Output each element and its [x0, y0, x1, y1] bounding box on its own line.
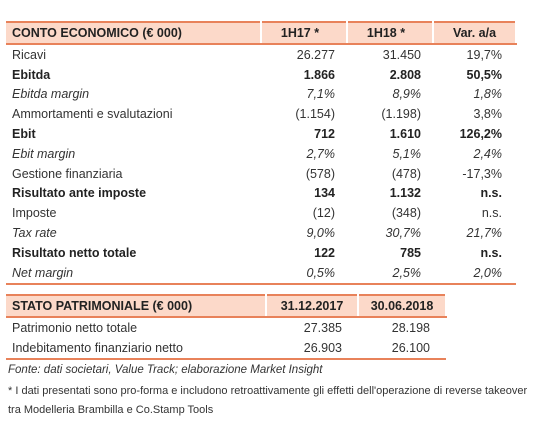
table-row: Gestione finanziaria (578) (478) -17,3%: [6, 164, 516, 184]
value-cell: 126,2%: [459, 127, 502, 142]
header-row: CONTO ECONOMICO (€ 000) 1H17 * 1H18 * Var. …: [6, 21, 517, 45]
value-cell: (348): [391, 206, 421, 221]
value-cell: 122: [314, 245, 335, 260]
label-cell: Patrimonio netto totale: [12, 320, 138, 335]
header-cell: CONTO ECONOMICO (€ 000): [6, 21, 262, 45]
header-cell: 1H17 *: [261, 21, 348, 45]
table-row: Ebitda 1.866 2.808 50,5%: [6, 65, 516, 85]
value-cell: 1.132: [389, 186, 421, 201]
table-row: Risultato netto totale 122 785 n.s.: [6, 243, 516, 263]
label-cell: Ricavi: [12, 47, 47, 62]
header-cell: STATO PATRIMONIALE (€ 000): [6, 294, 267, 318]
table-row: Ebitda margin 7,1% 8,9% 1,8%: [6, 85, 516, 105]
value-cell: (1.198): [381, 107, 421, 122]
header-cell: 1H18 *: [347, 21, 434, 45]
label-cell: Imposte: [12, 206, 57, 221]
label-cell: Indebitamento finanziario netto: [6, 337, 266, 360]
value-cell: 785: [400, 245, 421, 260]
label-cell: Ebitda margin: [12, 87, 90, 102]
label-cell: Ebit: [12, 127, 36, 142]
value-cell: 8,9%: [392, 87, 422, 102]
value-cell: 26.100: [358, 337, 446, 360]
balance-table: STATO PATRIMONIALE (€ 000) 31.12.2017 30.0…: [6, 294, 447, 360]
table-row: Ebit 712 1.610 126,2%: [6, 124, 516, 144]
value-cell: 27.385: [303, 320, 342, 335]
label-cell: Risultato netto totale: [12, 245, 137, 260]
value-cell: 2.808: [389, 67, 421, 82]
label-cell: Gestione finanziaria: [12, 166, 123, 181]
value-cell: 7,1%: [306, 87, 336, 102]
label-cell: Risultato ante imposte: [12, 186, 147, 201]
value-cell: 50,5%: [466, 67, 502, 82]
value-cell: n.s.: [480, 245, 502, 260]
value-cell: 2,7%: [306, 146, 336, 161]
value-cell: 5,1%: [392, 146, 422, 161]
header-cell: Var. a/a: [433, 21, 517, 45]
value-cell: 21,7%: [466, 226, 502, 241]
label-cell: Ebitda: [12, 67, 51, 82]
value-cell: 0,5%: [261, 262, 347, 285]
value-cell: 26.903: [266, 337, 358, 360]
value-cell: 31.450: [382, 47, 421, 62]
value-cell: 1.866: [303, 67, 335, 82]
header-cell: 30.06.2018: [358, 294, 447, 318]
source: Fonte: dati societari, Value Track; elab…: [8, 364, 323, 376]
value-cell: n.s.: [481, 206, 502, 221]
value-cell: 3,8%: [473, 107, 503, 122]
table-row: Ricavi 26.277 31.450 19,7%: [6, 44, 516, 65]
note: * I dati presentati sono pro-forma e inc…: [8, 385, 528, 416]
value-cell: 30,7%: [385, 226, 421, 241]
value-cell: 134: [314, 186, 335, 201]
value-cell: 2,0%: [433, 262, 516, 285]
label-cell: Net margin: [6, 262, 261, 285]
value-cell: -17,3%: [462, 166, 502, 181]
table-row: Risultato ante imposte 134 1.132 n.s.: [6, 184, 516, 204]
table-row: Patrimonio netto totale 27.385 28.198: [6, 317, 446, 338]
value-cell: (478): [391, 166, 421, 181]
value-cell: (12): [312, 206, 335, 221]
value-cell: 1.610: [389, 127, 421, 142]
table-row: Ammortamenti e svalutazioni (1.154) (1.198…: [6, 104, 516, 124]
value-cell: 9,0%: [306, 226, 336, 241]
value-cell: (578): [305, 166, 335, 181]
value-cell: 26.277: [296, 47, 335, 62]
value-cell: (1.154): [295, 107, 335, 122]
table-row: Indebitamento finanziario netto 26.903 26.…: [6, 337, 446, 360]
value-cell: n.s.: [480, 186, 502, 201]
label-cell: Tax rate: [12, 226, 57, 241]
value-cell: 2,5%: [347, 262, 433, 285]
label-cell: Ammortamenti e svalutazioni: [12, 107, 173, 122]
value-cell: 19,7%: [466, 47, 502, 62]
header-cell: 31.12.2017: [266, 294, 359, 318]
income-table: CONTO ECONOMICO (€ 000) 1H17 * 1H18 * Var. …: [6, 21, 517, 285]
value-cell: 1,8%: [473, 87, 503, 102]
value-cell: 28.198: [391, 320, 430, 335]
header-row: STATO PATRIMONIALE (€ 000) 31.12.2017 30.0…: [6, 294, 447, 318]
table-row: Imposte (12) (348) n.s.: [6, 203, 516, 223]
label-cell: Ebit margin: [12, 146, 76, 161]
value-cell: 712: [314, 127, 335, 142]
table-row: Ebit margin 2,7% 5,1% 2,4%: [6, 144, 516, 164]
table-row: Tax rate 9,0% 30,7% 21,7%: [6, 223, 516, 243]
table-row: Net margin 0,5% 2,5% 2,0%: [6, 262, 516, 285]
value-cell: 2,4%: [473, 146, 503, 161]
